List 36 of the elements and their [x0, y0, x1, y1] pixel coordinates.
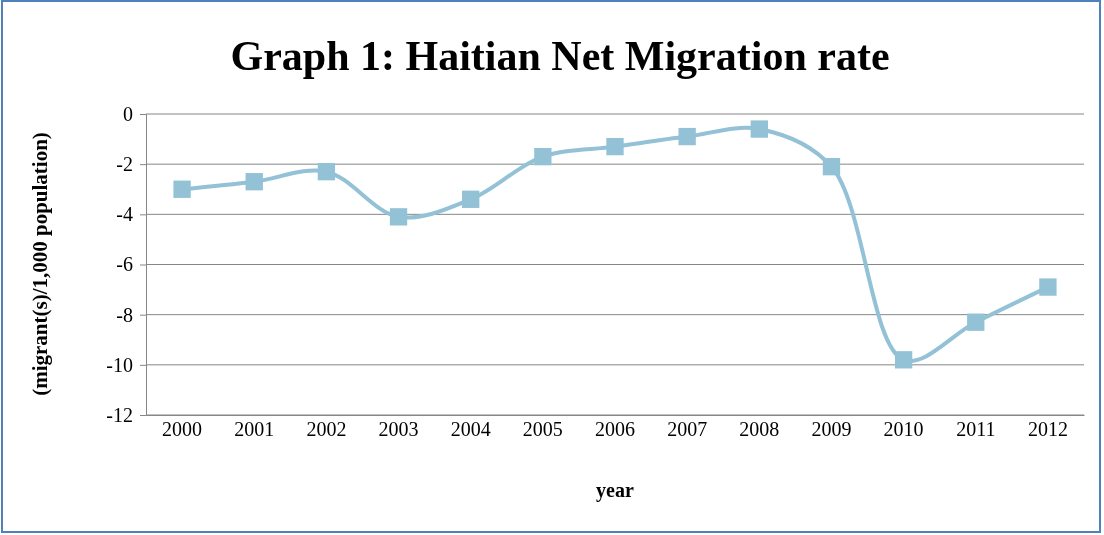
point: [822, 158, 841, 176]
x-tick-label: 2007: [667, 418, 708, 440]
point: [678, 127, 696, 146]
point: [245, 173, 263, 191]
point: [894, 351, 913, 369]
y-tick-label: -2: [116, 153, 133, 176]
point: [1039, 278, 1057, 296]
y-axis-title: (migrant(s)/1,000 population): [28, 132, 52, 396]
point: [606, 137, 624, 156]
y-tick-label: 0: [123, 102, 133, 125]
x-axis-title: year: [596, 479, 634, 502]
x-tick-label: 2006: [595, 418, 635, 440]
point: [389, 208, 408, 226]
chart-title: Graph 1: Haitian Net Migration rate: [230, 33, 890, 79]
x-tick-label: 2000: [162, 418, 203, 440]
x-tick-label: 2003: [378, 418, 419, 440]
point: [534, 147, 552, 166]
x-tick-label: 2011: [956, 418, 996, 440]
y-tick-label: -4: [116, 203, 133, 226]
x-tick-label: 2010: [883, 418, 924, 440]
point: [173, 180, 191, 198]
point: [462, 190, 480, 208]
x-tick-label: 2012: [1027, 418, 1068, 440]
y-tick-label: -8: [116, 303, 133, 326]
x-tick-label: 2002: [306, 418, 347, 440]
y-tick-label: -12: [106, 403, 133, 426]
y-tick-label: -6: [116, 253, 133, 276]
x-tick-label: 2005: [522, 418, 563, 440]
x-tick-label: 2008: [739, 418, 780, 440]
x-tick-label: 2001: [234, 418, 275, 440]
point: [967, 313, 985, 331]
point: [317, 163, 336, 181]
y-tick-label: -10: [106, 353, 133, 376]
point: [750, 120, 768, 138]
x-tick-label: 2009: [811, 418, 852, 440]
x-tick-label: 2004: [450, 418, 491, 440]
